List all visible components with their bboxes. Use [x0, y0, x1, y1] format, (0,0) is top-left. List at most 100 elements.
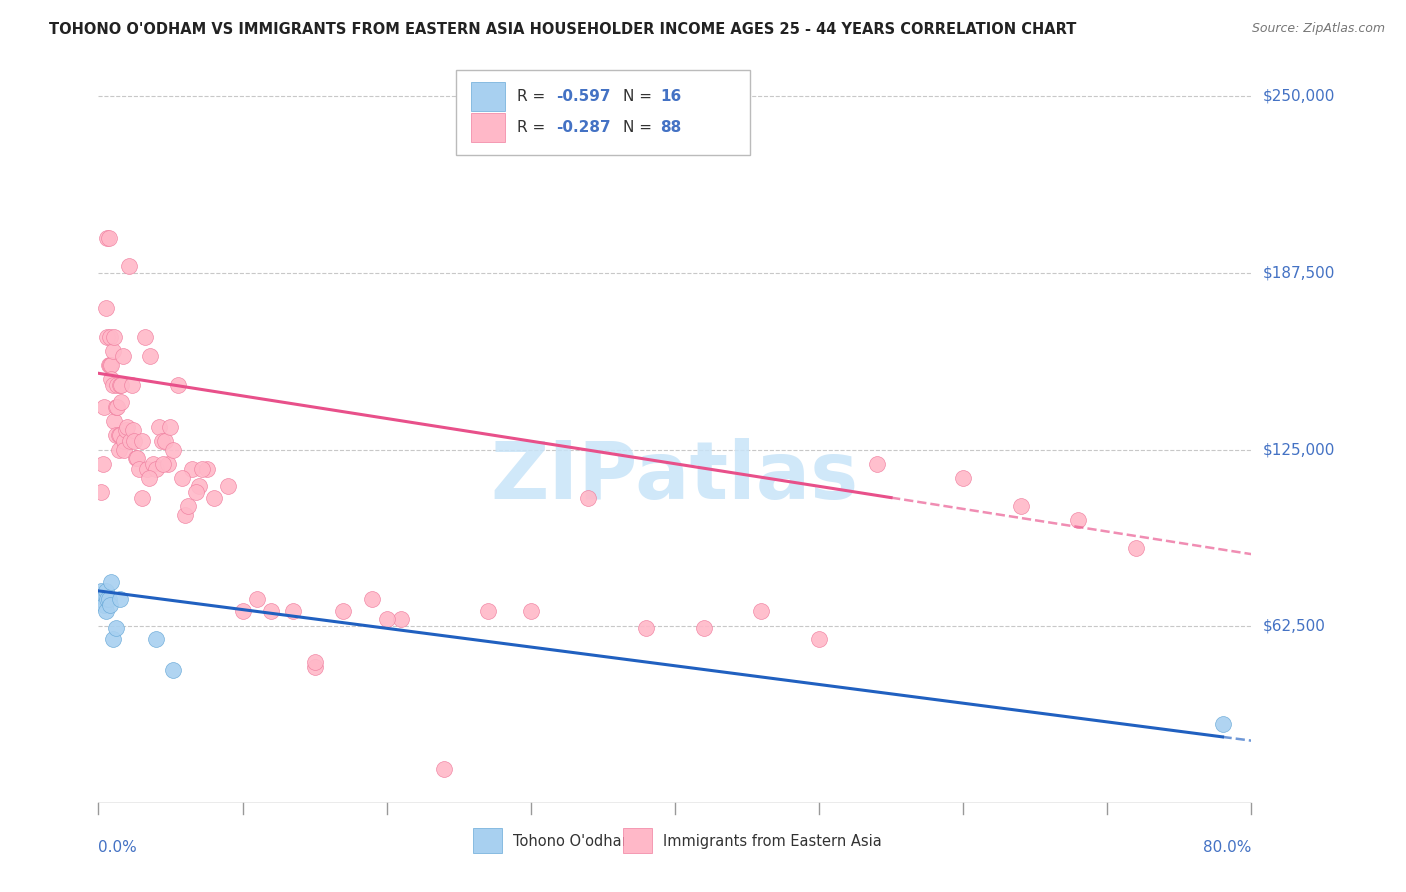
Point	[94, 604, 117, 618]
FancyBboxPatch shape	[472, 828, 502, 853]
Point	[131, 434, 153, 449]
Point	[578, 491, 600, 505]
Point	[433, 762, 456, 776]
Point	[153, 434, 176, 449]
FancyBboxPatch shape	[471, 112, 505, 143]
Point	[281, 604, 304, 618]
Point	[97, 230, 120, 244]
Point	[477, 604, 499, 618]
Point	[693, 621, 716, 635]
Point	[96, 592, 118, 607]
Text: 0.0%: 0.0%	[98, 840, 138, 855]
Point	[89, 592, 111, 607]
Point	[121, 377, 143, 392]
Point	[170, 471, 193, 485]
Point	[110, 394, 132, 409]
FancyBboxPatch shape	[623, 828, 652, 853]
Point	[174, 508, 197, 522]
Point	[114, 423, 136, 437]
Text: 80.0%: 80.0%	[1204, 840, 1251, 855]
FancyBboxPatch shape	[456, 70, 749, 155]
Point	[131, 491, 153, 505]
Point	[128, 462, 150, 476]
Point	[101, 377, 124, 392]
Point	[108, 428, 131, 442]
Point	[118, 259, 141, 273]
Point	[103, 414, 125, 428]
Point	[148, 420, 170, 434]
Point	[110, 377, 132, 392]
Point	[90, 485, 112, 500]
Text: TOHONO O'ODHAM VS IMMIGRANTS FROM EASTERN ASIA HOUSEHOLDER INCOME AGES 25 - 44 Y: TOHONO O'ODHAM VS IMMIGRANTS FROM EASTER…	[49, 22, 1077, 37]
Point	[159, 420, 181, 434]
Point	[195, 462, 218, 476]
Point	[181, 462, 204, 476]
Point	[808, 632, 831, 646]
Point	[162, 442, 184, 457]
FancyBboxPatch shape	[471, 82, 505, 112]
Point	[231, 604, 254, 618]
Text: N =: N =	[623, 89, 657, 104]
Point	[1067, 513, 1090, 527]
Point	[177, 499, 200, 513]
Point	[636, 621, 658, 635]
Point	[98, 598, 121, 612]
Point	[127, 451, 149, 466]
Point	[104, 400, 127, 414]
Point	[104, 428, 127, 442]
Point	[101, 632, 124, 646]
Point	[125, 451, 148, 466]
Point	[304, 660, 326, 674]
Point	[112, 434, 135, 449]
Point	[139, 349, 162, 363]
Point	[91, 457, 114, 471]
Point	[162, 663, 184, 677]
Point	[152, 457, 174, 471]
Text: $250,000: $250,000	[1263, 89, 1334, 103]
Point	[188, 479, 211, 493]
Point	[93, 598, 115, 612]
Point	[91, 590, 114, 604]
Point	[90, 583, 112, 598]
Point	[246, 592, 269, 607]
Point	[389, 612, 412, 626]
Point	[1212, 716, 1234, 731]
Text: R =: R =	[517, 89, 550, 104]
Text: Source: ZipAtlas.com: Source: ZipAtlas.com	[1251, 22, 1385, 36]
Text: -0.287: -0.287	[557, 120, 610, 135]
Point	[105, 400, 128, 414]
Point	[105, 377, 128, 392]
Text: $125,000: $125,000	[1263, 442, 1334, 457]
Text: Tohono O'odham: Tohono O'odham	[513, 834, 637, 849]
Point	[1125, 541, 1147, 556]
Point	[97, 592, 120, 607]
Point	[361, 592, 384, 607]
Point	[217, 479, 239, 493]
Point	[520, 604, 543, 618]
Point	[166, 377, 188, 392]
Point	[104, 621, 127, 635]
Text: Immigrants from Eastern Asia: Immigrants from Eastern Asia	[664, 834, 882, 849]
Point	[751, 604, 773, 618]
Text: $187,500: $187,500	[1263, 266, 1334, 280]
Text: 88: 88	[659, 120, 681, 135]
Point	[100, 358, 122, 372]
Text: $62,500: $62,500	[1263, 619, 1326, 633]
Text: R =: R =	[517, 120, 550, 135]
Point	[100, 372, 122, 386]
Point	[112, 442, 135, 457]
Point	[202, 491, 225, 505]
Point	[150, 434, 173, 449]
Point	[107, 442, 129, 457]
Point	[101, 343, 124, 358]
Point	[134, 329, 156, 343]
Point	[304, 655, 326, 669]
Point	[120, 434, 142, 449]
Point	[156, 457, 179, 471]
Point	[97, 358, 120, 372]
Text: 16: 16	[659, 89, 681, 104]
Point	[96, 329, 118, 343]
Point	[124, 434, 146, 449]
Point	[117, 420, 139, 434]
Point	[98, 358, 121, 372]
